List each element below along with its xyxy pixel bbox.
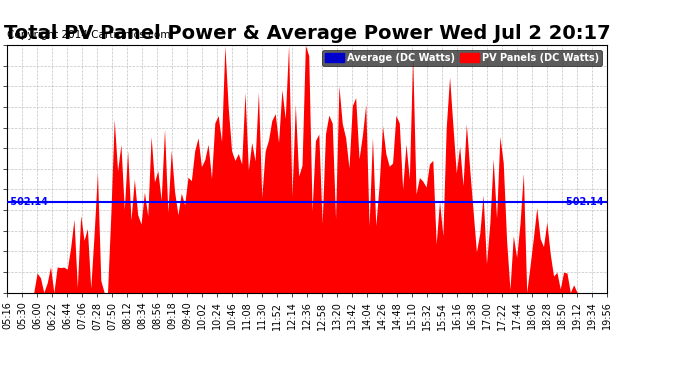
Legend: Average (DC Watts), PV Panels (DC Watts): Average (DC Watts), PV Panels (DC Watts) [322,50,602,66]
Title: Total PV Panel Power & Average Power Wed Jul 2 20:17: Total PV Panel Power & Average Power Wed… [3,24,611,44]
Text: 502.14: 502.14 [566,197,607,207]
Text: Copyright 2014 Cartronics.com: Copyright 2014 Cartronics.com [7,30,170,40]
Text: 502.14: 502.14 [7,197,48,207]
